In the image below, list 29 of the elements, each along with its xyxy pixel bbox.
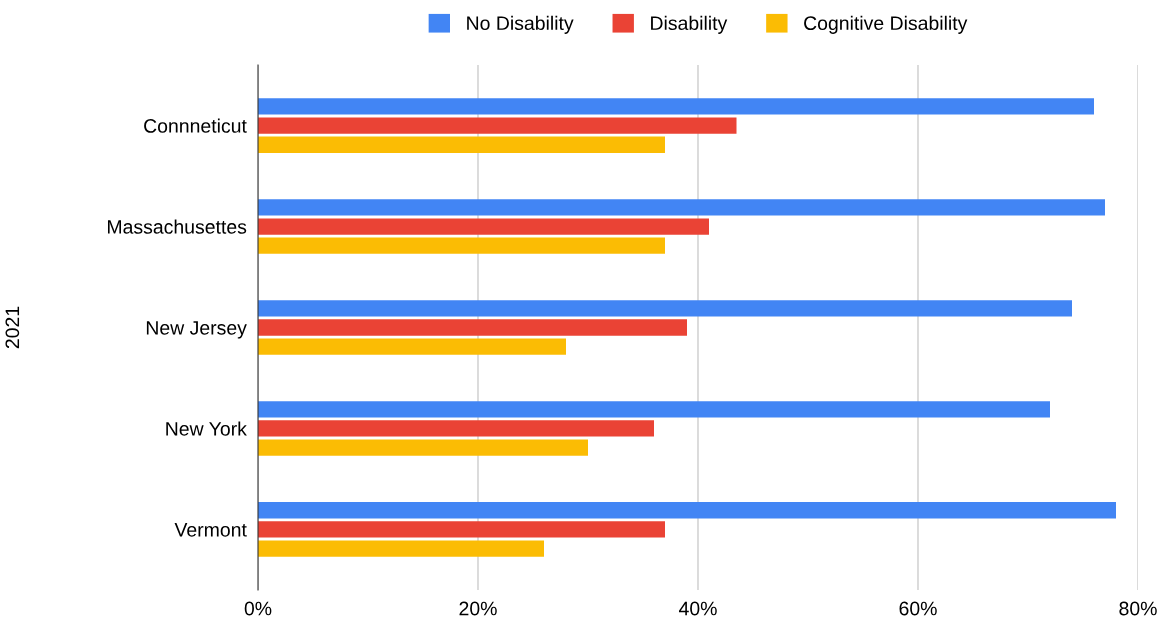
bar xyxy=(258,300,1072,317)
x-tick-label: 80% xyxy=(1119,601,1157,616)
y-axis-title: 2021 xyxy=(5,306,20,349)
x-tick-label: 40% xyxy=(678,601,717,616)
y-tick-label: Connneticut xyxy=(144,118,247,133)
y-tick-label: Massachusettes xyxy=(107,219,247,234)
bar xyxy=(258,420,654,437)
bar xyxy=(258,98,1094,115)
bar xyxy=(258,218,709,235)
bar xyxy=(258,540,544,557)
bar xyxy=(258,439,588,456)
legend-label: No Disability xyxy=(467,15,574,34)
x-tick-label: 60% xyxy=(899,601,937,616)
bar xyxy=(258,117,737,134)
bar xyxy=(258,199,1105,216)
bar xyxy=(258,338,566,355)
x-tick-label: 0% xyxy=(244,601,272,616)
bar xyxy=(258,136,665,153)
y-tick-label: New York xyxy=(166,421,247,436)
legend-label: Disability xyxy=(651,15,728,34)
legend-label: Cognitive Disability xyxy=(804,15,968,34)
bar xyxy=(258,521,665,538)
bar xyxy=(258,237,665,254)
bar xyxy=(258,401,1050,418)
y-tick-label: Vermont xyxy=(174,523,247,537)
y-tick-label: New Jersey xyxy=(146,321,247,339)
bar xyxy=(258,319,687,336)
x-tick-label: 20% xyxy=(459,601,497,616)
bar xyxy=(258,502,1116,519)
